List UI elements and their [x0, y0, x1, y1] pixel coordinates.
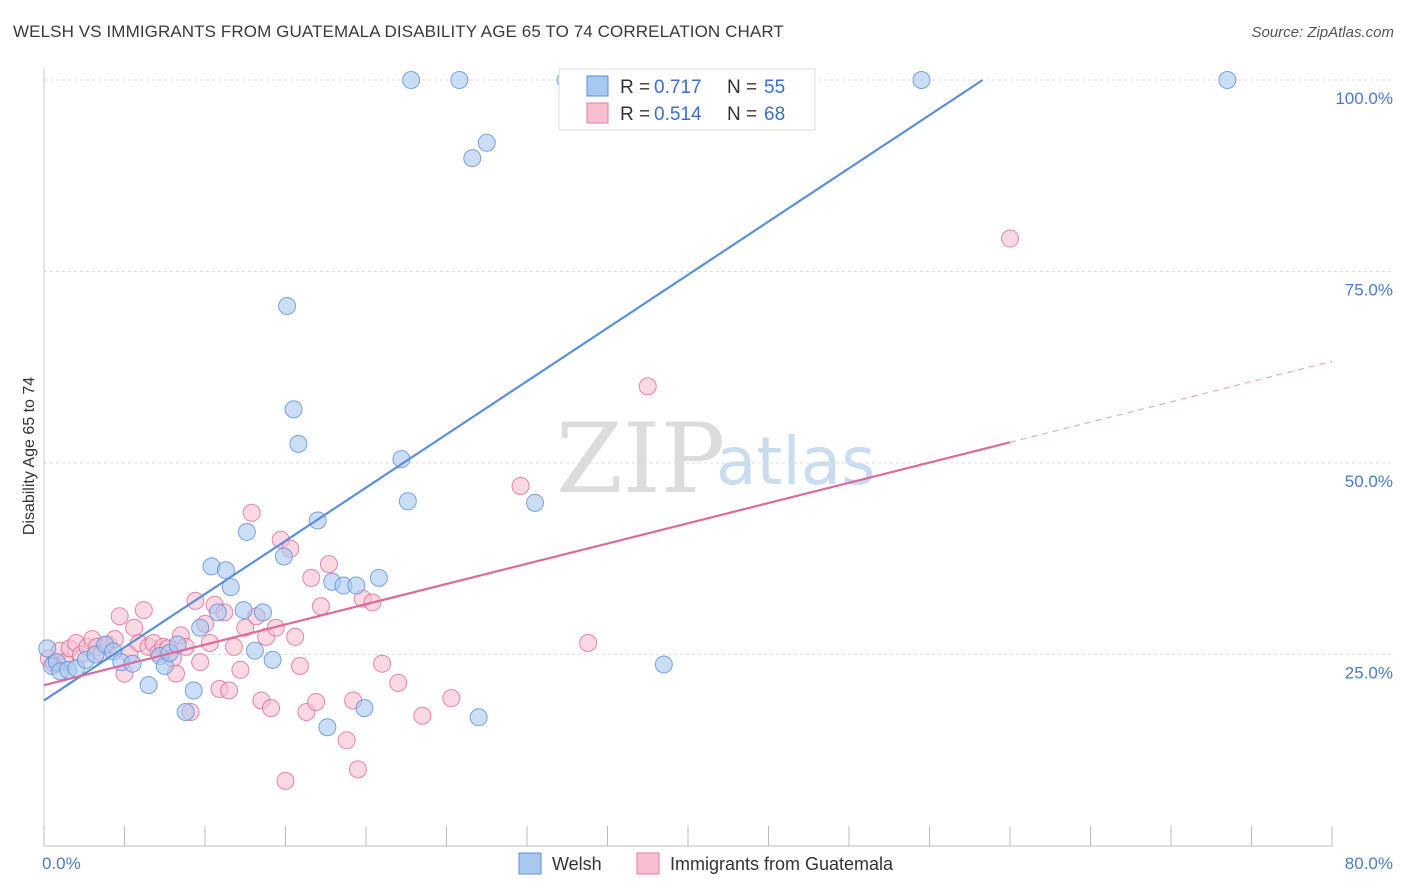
point-welsh-21 [208, 603, 227, 622]
point-guatemala-40 [242, 503, 261, 522]
legend-r-value-guatemala: 0.514 [654, 104, 702, 125]
point-guatemala-63 [413, 706, 432, 725]
point-guatemala-44 [262, 699, 281, 718]
bottom-legend: Welsh Immigrants from Guatemala [518, 852, 894, 875]
bottom-legend-label-welsh: Welsh [552, 854, 602, 874]
x-tick-label-min: 0.0% [42, 854, 81, 873]
point-guatemala-55 [319, 555, 338, 574]
point-welsh-30 [278, 296, 297, 315]
point-guatemala-61 [373, 654, 392, 673]
point-welsh-44 [463, 149, 482, 168]
point-guatemala-30 [191, 653, 210, 672]
point-welsh-17 [176, 702, 195, 721]
point-welsh-26 [245, 641, 264, 660]
legend-n-value-guatemala: 68 [764, 104, 785, 125]
point-welsh-50 [912, 71, 931, 89]
point-welsh-29 [274, 547, 293, 566]
point-welsh-19 [191, 618, 210, 637]
legend-swatch-welsh [586, 75, 609, 97]
legend: R = 0.717 N = 55 R = 0.514 N = 68 [558, 68, 816, 131]
point-guatemala-62 [389, 673, 408, 692]
legend-r-label-welsh: R = [620, 77, 650, 98]
point-guatemala-37 [224, 637, 243, 656]
trend-lines [43, 79, 1333, 702]
point-guatemala-67 [638, 377, 657, 396]
legend-r-label-guatemala: R = [620, 104, 650, 125]
point-welsh-0 [38, 639, 57, 658]
legend-swatch-guatemala [586, 102, 609, 124]
point-welsh-12 [139, 676, 158, 695]
point-welsh-39 [369, 568, 388, 587]
point-welsh-42 [402, 71, 421, 89]
trend-line-guatemala [43, 441, 1011, 687]
point-guatemala-36 [220, 681, 239, 700]
point-welsh-24 [234, 601, 253, 620]
legend-r-value-welsh: 0.717 [654, 77, 702, 98]
point-guatemala-13 [110, 607, 129, 626]
y-tick-label-100: 100.0% [1335, 89, 1393, 108]
chart-title: WELSH VS IMMIGRANTS FROM GUATEMALA DISAB… [13, 22, 784, 41]
point-welsh-49 [654, 655, 673, 674]
point-welsh-23 [221, 578, 240, 597]
point-guatemala-52 [302, 568, 321, 587]
point-welsh-37 [347, 576, 366, 595]
legend-n-value-welsh: 55 [764, 77, 785, 98]
y-tick-label-50: 50.0% [1345, 472, 1393, 491]
bottom-legend-swatch-welsh [518, 852, 542, 875]
point-welsh-41 [398, 492, 417, 511]
point-welsh-43 [450, 71, 469, 89]
y-tick-label-25: 25.0% [1345, 664, 1393, 683]
y-axis-label: Disability Age 65 to 74 [21, 377, 38, 535]
point-guatemala-68 [1001, 229, 1019, 248]
point-guatemala-64 [442, 689, 461, 708]
bottom-legend-swatch-guatemala [636, 852, 660, 875]
point-guatemala-65 [511, 476, 530, 495]
point-guatemala-39 [236, 618, 255, 637]
watermark-atlas: atlas [716, 423, 876, 500]
bottom-legend-label-guatemala: Immigrants from Guatemala [670, 854, 894, 874]
point-guatemala-54 [311, 597, 330, 616]
point-welsh-25 [237, 522, 256, 541]
point-guatemala-16 [125, 618, 144, 637]
point-guatemala-66 [579, 634, 598, 653]
x-tick-label-max: 80.0% [1345, 854, 1393, 873]
point-welsh-38 [355, 699, 374, 718]
watermark: ZIP atlas [556, 403, 876, 515]
legend-n-label-welsh: N = [727, 77, 757, 98]
point-guatemala-50 [290, 656, 309, 675]
point-welsh-31 [284, 400, 303, 419]
series-welsh-points [38, 71, 1237, 737]
point-guatemala-18 [134, 601, 153, 620]
point-welsh-22 [216, 561, 235, 580]
watermark-zip: ZIP [556, 403, 725, 515]
point-guatemala-47 [276, 771, 295, 790]
trend-line-extension-guatemala [1009, 360, 1333, 443]
trend-line-welsh [43, 79, 984, 702]
legend-n-label-guatemala: N = [727, 104, 757, 125]
point-welsh-18 [184, 681, 203, 700]
point-welsh-51 [1218, 71, 1237, 89]
y-tick-labels: 25.0% 50.0% 75.0% 100.0% [1335, 89, 1393, 683]
point-welsh-46 [477, 133, 496, 152]
chart-source: Source: ZipAtlas.com [1251, 24, 1394, 41]
x-ticks [43, 826, 1333, 846]
point-welsh-45 [469, 708, 488, 727]
point-guatemala-53 [307, 692, 326, 711]
point-welsh-47 [526, 493, 545, 512]
gridlines [44, 79, 1394, 655]
point-guatemala-58 [348, 760, 367, 779]
point-welsh-28 [263, 650, 282, 669]
point-welsh-34 [318, 718, 337, 737]
point-welsh-16 [168, 635, 187, 654]
point-welsh-27 [253, 603, 272, 622]
point-guatemala-38 [231, 660, 250, 679]
point-guatemala-56 [337, 731, 356, 750]
point-guatemala-49 [286, 627, 305, 646]
y-tick-label-75: 75.0% [1345, 281, 1393, 300]
point-welsh-32 [289, 434, 308, 453]
